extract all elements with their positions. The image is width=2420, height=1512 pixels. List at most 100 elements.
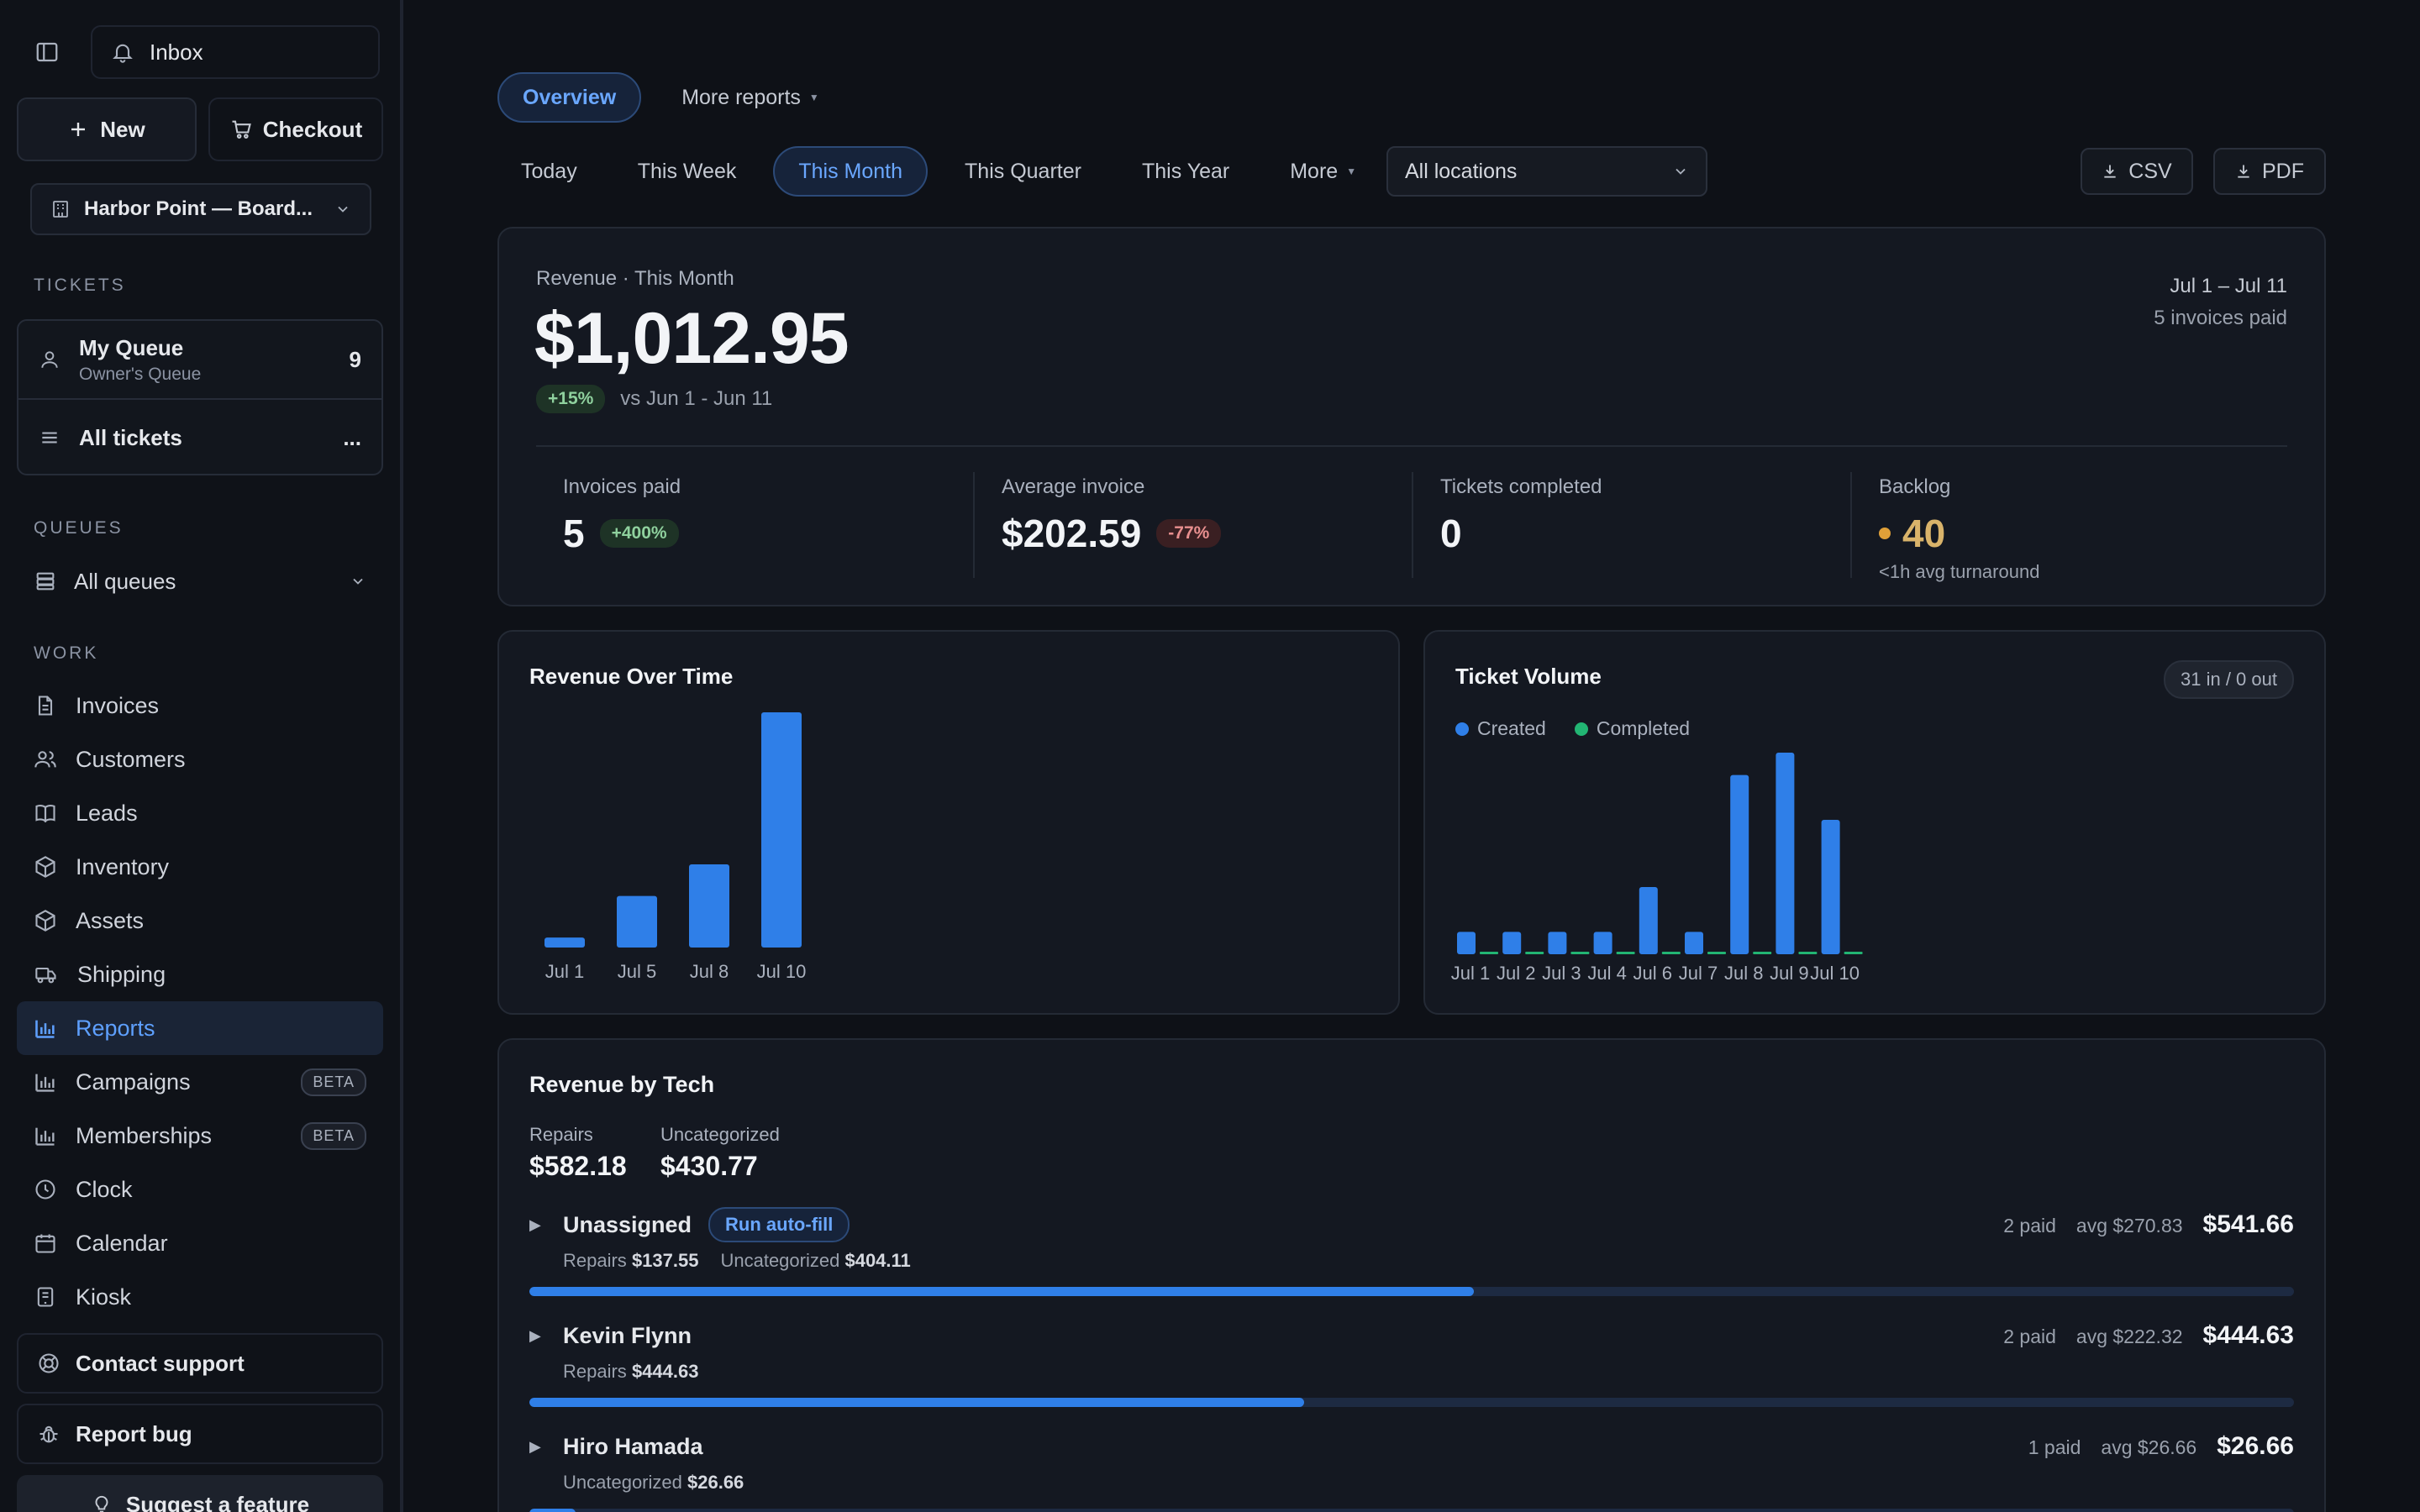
period-today[interactable]: Today bbox=[521, 159, 577, 183]
export-csv-button[interactable]: CSV bbox=[2081, 148, 2193, 195]
created-bar bbox=[1457, 932, 1476, 954]
created-bar bbox=[1821, 820, 1840, 954]
beta-badge: BETA bbox=[301, 1068, 366, 1096]
sidebar-item-customers[interactable]: Customers bbox=[17, 732, 383, 786]
tickets-box: My Queue Owner's Queue 9 All tickets ... bbox=[17, 319, 383, 475]
sidebar-item-label: Shipping bbox=[77, 961, 166, 987]
breakdown-label: Uncategorized bbox=[563, 1472, 682, 1493]
stat-value: $202.59 bbox=[1002, 512, 1142, 555]
period-this-week[interactable]: This Week bbox=[637, 159, 737, 183]
sidebar-item-assets[interactable]: Assets bbox=[17, 894, 383, 948]
x-tick-label: Jul 8 bbox=[1724, 963, 1763, 984]
x-tick-label: Jul 9 bbox=[1770, 963, 1808, 984]
period-this-year[interactable]: This Year bbox=[1141, 159, 1230, 183]
all-tickets-more-button[interactable]: ... bbox=[343, 424, 361, 450]
tech-row-kevin-flynn[interactable]: ▶ Kevin Flynn 2 paid avg $222.32 $444.63… bbox=[529, 1319, 2294, 1407]
sidebar-item-leads[interactable]: Leads bbox=[17, 786, 383, 840]
checkout-label: Checkout bbox=[262, 116, 363, 142]
queues-section-label: QUEUES bbox=[34, 518, 124, 538]
stat-change-badge: +400% bbox=[599, 519, 679, 548]
tab-overview[interactable]: Overview bbox=[497, 72, 642, 123]
sidebar-item-label: Inventory bbox=[76, 853, 170, 879]
summary-label: Repairs bbox=[529, 1124, 593, 1145]
x-tick-label: Jul 2 bbox=[1497, 963, 1535, 984]
revenue-bar bbox=[544, 937, 585, 948]
location-filter-label: All locations bbox=[1405, 159, 1518, 183]
tab-more-reports[interactable]: More reports ▼ bbox=[658, 72, 843, 123]
created-bar bbox=[1776, 753, 1795, 954]
tech-name: Unassigned bbox=[563, 1211, 692, 1237]
chart-title: Ticket Volume bbox=[1455, 664, 1602, 689]
breakdown-item: Repairs $444.63 bbox=[563, 1361, 698, 1383]
sidebar-item-invoices[interactable]: Invoices bbox=[17, 679, 383, 732]
my-queue-item[interactable]: My Queue Owner's Queue 9 bbox=[18, 321, 381, 400]
stat-tickets-completed: Tickets completed 0 bbox=[1412, 472, 1850, 578]
sidebar-item-reports[interactable]: Reports bbox=[17, 1001, 383, 1055]
new-label: New bbox=[100, 116, 145, 142]
stat-backlog: Backlog 40 <1h avg turnaround bbox=[1850, 472, 2287, 582]
tech-row-unassigned[interactable]: ▶ Unassigned Run auto-fill 2 paid avg $2… bbox=[529, 1207, 2294, 1296]
sidebar-item-kiosk[interactable]: Kiosk bbox=[17, 1270, 383, 1324]
report-bug-button[interactable]: Report bug bbox=[17, 1404, 383, 1464]
expand-triangle-icon[interactable]: ▶ bbox=[529, 1215, 541, 1233]
tech-title: Revenue by Tech bbox=[529, 1072, 715, 1097]
summary-label: Uncategorized bbox=[660, 1124, 780, 1145]
tech-share-bar bbox=[529, 1287, 2294, 1296]
revenue-compare-text: vs Jun 1 - Jun 11 bbox=[620, 387, 773, 410]
stat-sub: <1h avg turnaround bbox=[1879, 561, 2040, 582]
run-auto-fill-button[interactable]: Run auto-fill bbox=[708, 1207, 850, 1242]
created-bar bbox=[1548, 932, 1567, 954]
tech-paid-count: 2 paid bbox=[2003, 1215, 2056, 1236]
breakdown-value: $444.63 bbox=[631, 1361, 699, 1382]
breakdown-item: Uncategorized $26.66 bbox=[563, 1472, 744, 1494]
sidebar-item-calendar[interactable]: Calendar bbox=[17, 1216, 383, 1270]
my-queue-count: 9 bbox=[349, 346, 361, 372]
file-icon bbox=[38, 696, 53, 716]
created-bar bbox=[1730, 774, 1749, 954]
tech-total: $541.66 bbox=[2202, 1210, 2294, 1238]
period-this-month[interactable]: This Month bbox=[773, 146, 929, 197]
created-bar bbox=[1685, 932, 1703, 954]
suggest-feature-button[interactable]: Suggest a feature bbox=[17, 1475, 383, 1512]
tech-row-hiro-hamada[interactable]: ▶ Hiro Hamada 1 paid avg $26.66 $26.66 U… bbox=[529, 1430, 2294, 1512]
bar-chart-icon bbox=[35, 1127, 55, 1146]
new-button[interactable]: New bbox=[17, 97, 197, 161]
stat-change-badge: -77% bbox=[1156, 519, 1222, 548]
contact-support-button[interactable]: Contact support bbox=[17, 1333, 383, 1394]
period-more[interactable]: More ▼ bbox=[1266, 146, 1380, 197]
sidebar-item-shipping[interactable]: Shipping bbox=[17, 948, 383, 1001]
inbox-button[interactable]: Inbox bbox=[91, 25, 380, 79]
export-pdf-button[interactable]: PDF bbox=[2213, 148, 2326, 195]
checkout-button[interactable]: Checkout bbox=[208, 97, 383, 161]
bell-icon bbox=[113, 44, 133, 63]
caret-down-icon: ▼ bbox=[1346, 165, 1357, 177]
sidebar-item-inventory[interactable]: Inventory bbox=[17, 840, 383, 894]
location-select[interactable]: Harbor Point — Board... bbox=[30, 183, 371, 235]
bar-chart-icon bbox=[35, 1074, 55, 1092]
location-filter-select[interactable]: All locations bbox=[1386, 146, 1707, 197]
all-tickets-item[interactable]: All tickets ... bbox=[18, 400, 381, 475]
sidebar-item-label: Kiosk bbox=[76, 1284, 132, 1310]
sidebar-item-campaigns[interactable]: Campaigns BETA bbox=[17, 1055, 383, 1109]
sidebar-item-clock[interactable]: Clock bbox=[17, 1163, 383, 1216]
sidebar-item-label: Campaigns bbox=[76, 1068, 191, 1095]
clock-icon bbox=[35, 1179, 55, 1200]
sidebar-item-label: Clock bbox=[76, 1176, 133, 1202]
tech-summary-uncategorized: Uncategorized $430.77 bbox=[660, 1124, 780, 1182]
stat-label: Invoices paid bbox=[563, 475, 681, 498]
summary-value: $430.77 bbox=[660, 1151, 758, 1181]
sidebar-toggle-button[interactable] bbox=[17, 24, 77, 81]
download-icon bbox=[2104, 165, 2116, 178]
sidebar-item-label: Invoices bbox=[76, 692, 160, 718]
expand-triangle-icon[interactable]: ▶ bbox=[529, 1437, 541, 1455]
all-queues-item[interactable]: All queues bbox=[17, 554, 383, 608]
expand-triangle-icon[interactable]: ▶ bbox=[529, 1326, 541, 1344]
breakdown-label: Repairs bbox=[563, 1250, 627, 1271]
tech-avg: avg $26.66 bbox=[2101, 1436, 2197, 1458]
period-this-quarter[interactable]: This Quarter bbox=[965, 159, 1081, 183]
revenue-date-range: Jul 1 – Jul 11 bbox=[2170, 275, 2287, 297]
users-icon bbox=[34, 751, 56, 768]
sidebar-item-memberships[interactable]: Memberships BETA bbox=[17, 1109, 383, 1163]
tech-paid-count: 2 paid bbox=[2003, 1326, 2056, 1347]
book-icon bbox=[35, 805, 55, 823]
